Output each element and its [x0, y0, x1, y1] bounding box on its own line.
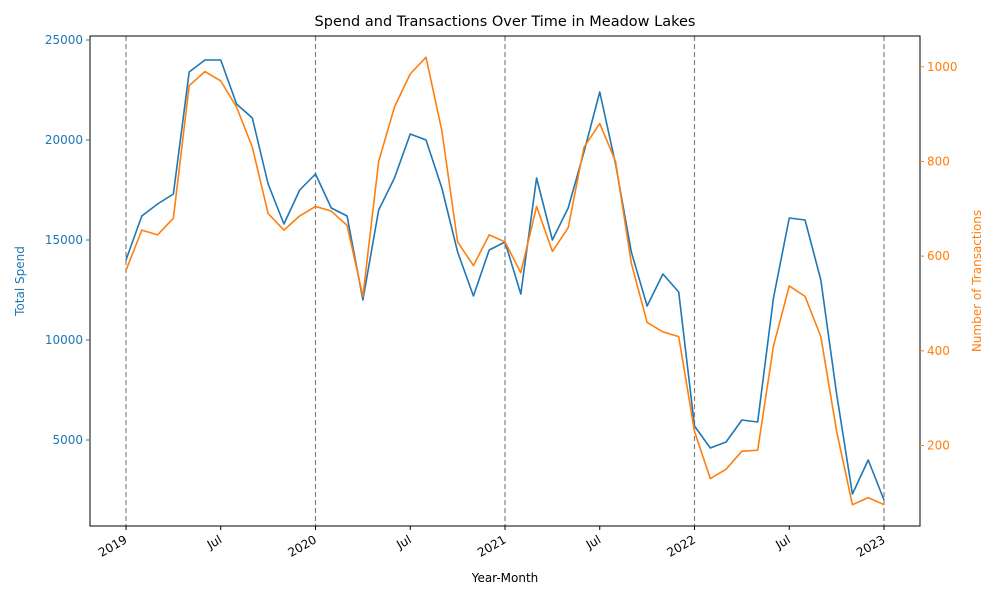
x-tick-label: 2019	[96, 532, 129, 559]
x-tick-label: 2022	[665, 532, 698, 559]
left-tick-label: 20000	[45, 133, 83, 147]
year-divider-lines	[125, 36, 885, 526]
right-tick-label: 400	[927, 344, 950, 358]
right-tick-label: 1000	[927, 60, 958, 74]
left-tick-label: 5000	[52, 433, 83, 447]
x-tick-label: Jul	[204, 532, 224, 552]
left-tick-label: 10000	[45, 333, 83, 347]
left-y-axis-label: Total Spend	[13, 246, 27, 317]
x-tick-label: Jul	[583, 532, 603, 552]
x-tick-label: Jul	[393, 532, 413, 552]
x-axis: 2019 Jul 2020 Jul 2021 Jul 2022 Jul 2023	[96, 526, 888, 560]
right-y-axis: 200 400 600 800 1000	[920, 60, 958, 453]
x-tick-label: Jul	[772, 532, 792, 552]
right-tick-label: 600	[927, 249, 950, 263]
x-tick-label: 2020	[286, 532, 319, 559]
right-y-axis-label: Number of Transactions	[970, 210, 984, 352]
x-axis-label: Year-Month	[471, 571, 539, 585]
left-y-axis: 5000 10000 15000 20000 25000	[45, 33, 90, 447]
left-tick-label: 25000	[45, 33, 83, 47]
right-tick-label: 200	[927, 439, 950, 453]
right-tick-label: 800	[927, 154, 950, 168]
transactions-line	[125, 56, 885, 506]
left-tick-label: 15000	[45, 233, 83, 247]
chart-title: Spend and Transactions Over Time in Mead…	[315, 14, 696, 30]
x-tick-label: 2021	[475, 532, 508, 559]
series-lines	[125, 56, 885, 506]
x-tick-label: 2023	[854, 532, 887, 559]
